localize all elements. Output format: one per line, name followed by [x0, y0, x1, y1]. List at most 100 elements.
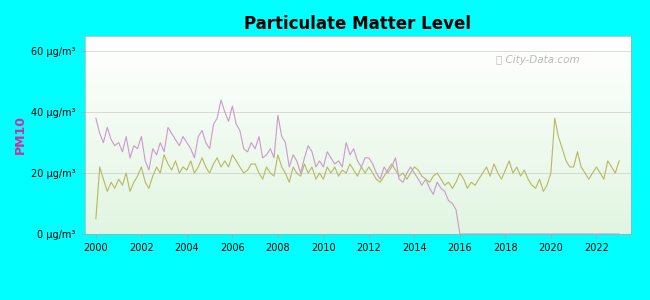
Bar — [84, 101, 630, 103]
Bar — [84, 44, 630, 46]
Title: Particulate Matter Level: Particulate Matter Level — [244, 15, 471, 33]
Bar — [84, 93, 630, 95]
Bar — [84, 54, 630, 56]
Bar — [84, 153, 630, 155]
Bar — [84, 133, 630, 135]
Bar — [84, 216, 630, 218]
Bar — [84, 228, 630, 230]
Bar — [84, 198, 630, 200]
Bar — [84, 46, 630, 48]
Bar — [84, 66, 630, 68]
Bar — [84, 210, 630, 212]
Bar — [84, 188, 630, 190]
Bar — [84, 56, 630, 58]
Bar — [84, 145, 630, 147]
Bar — [84, 222, 630, 224]
Bar — [84, 178, 630, 181]
Bar — [84, 92, 630, 93]
Bar — [84, 68, 630, 70]
Bar — [84, 137, 630, 139]
Bar — [84, 143, 630, 145]
Bar — [84, 62, 630, 64]
Bar — [84, 192, 630, 194]
Bar — [84, 38, 630, 40]
Bar — [84, 58, 630, 60]
Bar — [84, 167, 630, 169]
Bar — [84, 115, 630, 117]
Bar — [84, 89, 630, 92]
Bar — [84, 78, 630, 80]
Bar — [84, 82, 630, 83]
Bar — [84, 181, 630, 182]
Bar — [84, 60, 630, 62]
Bar — [84, 109, 630, 111]
Bar — [84, 103, 630, 105]
Bar — [84, 165, 630, 167]
Bar — [84, 125, 630, 127]
Bar — [84, 224, 630, 226]
Bar — [84, 88, 630, 89]
Bar — [84, 98, 630, 99]
Bar — [84, 117, 630, 119]
Bar — [84, 214, 630, 216]
Bar — [84, 107, 630, 109]
Bar — [84, 70, 630, 72]
Bar — [84, 212, 630, 214]
Bar — [84, 159, 630, 161]
Bar — [84, 74, 630, 76]
Bar — [84, 85, 630, 88]
Bar — [84, 141, 630, 143]
Bar — [84, 230, 630, 232]
Bar — [84, 194, 630, 196]
Bar — [84, 111, 630, 113]
Bar — [84, 218, 630, 220]
Bar — [84, 157, 630, 159]
Bar — [84, 161, 630, 163]
Bar — [84, 200, 630, 202]
Bar — [84, 171, 630, 172]
Bar — [84, 232, 630, 234]
Bar — [84, 226, 630, 228]
Bar — [84, 113, 630, 115]
Bar — [84, 169, 630, 171]
Bar — [84, 204, 630, 206]
Y-axis label: PM10: PM10 — [14, 116, 27, 154]
Bar — [84, 95, 630, 98]
Bar — [84, 127, 630, 129]
Bar — [84, 80, 630, 82]
Bar — [84, 175, 630, 177]
Bar — [84, 172, 630, 175]
Bar — [84, 40, 630, 42]
Bar — [84, 139, 630, 141]
Bar — [84, 187, 630, 188]
Bar — [84, 177, 630, 178]
Bar — [84, 147, 630, 149]
Bar — [84, 184, 630, 187]
Bar — [84, 52, 630, 54]
Bar — [84, 220, 630, 222]
Bar — [84, 123, 630, 125]
Bar — [84, 131, 630, 133]
Bar — [84, 121, 630, 123]
Bar — [84, 202, 630, 204]
Bar — [84, 105, 630, 107]
Bar — [84, 83, 630, 85]
Bar — [84, 208, 630, 210]
Bar — [84, 36, 630, 38]
Bar — [84, 149, 630, 151]
Bar — [84, 190, 630, 192]
Bar — [84, 119, 630, 121]
Bar — [84, 196, 630, 198]
Bar — [84, 99, 630, 101]
Bar — [84, 76, 630, 78]
Bar — [84, 155, 630, 157]
Bar — [84, 42, 630, 44]
Bar — [84, 151, 630, 153]
Bar — [84, 129, 630, 131]
Bar — [84, 182, 630, 184]
Bar — [84, 64, 630, 66]
Bar — [84, 135, 630, 137]
Bar — [84, 163, 630, 165]
Text: ⓘ City-Data.com: ⓘ City-Data.com — [496, 55, 580, 65]
Bar — [84, 206, 630, 208]
